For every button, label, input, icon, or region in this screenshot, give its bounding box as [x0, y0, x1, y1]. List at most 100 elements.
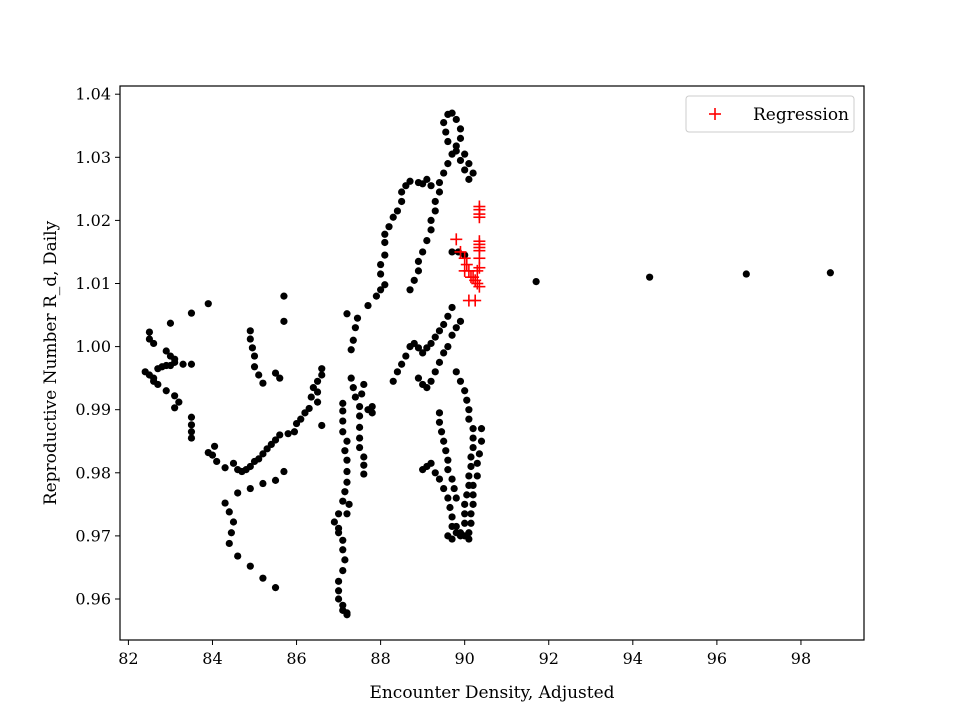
regression-point — [460, 258, 473, 271]
data-point — [353, 314, 362, 322]
points-layer — [141, 109, 834, 619]
x-axis-label: Encounter Density, Adjusted — [369, 683, 614, 703]
data-point — [389, 213, 397, 221]
data-point — [318, 371, 326, 379]
data-point — [423, 175, 431, 183]
data-point — [187, 421, 196, 429]
data-point — [334, 529, 343, 537]
data-point — [414, 344, 423, 352]
data-point — [355, 434, 364, 442]
data-point — [452, 494, 460, 502]
y-tick-label: 0.98 — [75, 463, 111, 482]
data-point — [465, 160, 473, 168]
data-point — [339, 546, 347, 554]
data-point — [339, 497, 347, 505]
data-point — [162, 387, 170, 395]
data-point — [467, 462, 475, 471]
data-point — [435, 418, 444, 426]
data-point — [414, 267, 423, 275]
data-point — [444, 466, 452, 474]
data-point — [414, 257, 423, 266]
data-point — [345, 500, 353, 508]
data-point — [452, 115, 460, 124]
data-point — [437, 428, 446, 436]
data-point — [175, 398, 183, 406]
data-point — [284, 430, 292, 438]
data-point — [463, 396, 471, 404]
data-point — [213, 457, 221, 466]
data-point — [271, 436, 280, 444]
y-tick-label: 1.03 — [75, 148, 111, 167]
data-point — [355, 423, 364, 431]
data-point — [377, 270, 385, 278]
data-point — [246, 462, 254, 471]
data-point — [461, 150, 469, 158]
data-point — [339, 601, 347, 609]
data-point — [339, 407, 347, 415]
y-tick-label: 1.02 — [75, 211, 111, 230]
data-point — [398, 188, 406, 196]
data-point — [343, 478, 351, 486]
data-point — [162, 347, 170, 355]
data-point — [372, 292, 381, 300]
data-point — [461, 166, 469, 174]
data-point — [204, 300, 212, 308]
ticks-layer: 82 84 86 88 90 92 94 96 98 0.96 0.97 0.98 0.99 1.00 1.… — [75, 85, 811, 668]
data-point — [456, 125, 465, 133]
data-point — [456, 377, 465, 385]
data-point — [410, 276, 418, 284]
regression-point — [471, 277, 484, 290]
data-point — [469, 425, 477, 433]
data-point — [440, 169, 448, 177]
data-point — [465, 535, 473, 543]
data-point — [414, 374, 423, 382]
data-point — [368, 409, 376, 417]
data-point — [343, 611, 351, 619]
data-point — [255, 455, 263, 463]
data-point — [339, 399, 347, 407]
data-point — [448, 522, 456, 531]
data-point — [250, 352, 259, 360]
data-point — [259, 479, 267, 488]
data-point — [742, 270, 750, 278]
data-point — [435, 327, 444, 335]
data-point — [419, 349, 427, 357]
regression-point — [467, 271, 480, 284]
data-point — [440, 320, 448, 329]
legend-plus-icon — [709, 108, 721, 120]
data-point — [221, 464, 229, 472]
data-point — [229, 459, 238, 467]
data-point — [229, 518, 238, 526]
regression-point — [471, 264, 484, 277]
x-tick-label: 92 — [539, 649, 559, 668]
data-point — [343, 437, 351, 445]
data-point — [465, 406, 473, 414]
data-point — [339, 566, 347, 575]
data-point — [347, 346, 355, 354]
data-point — [255, 371, 263, 379]
data-point — [469, 443, 477, 452]
x-tick-label: 82 — [118, 649, 138, 668]
data-point — [456, 134, 465, 142]
data-point — [456, 156, 465, 165]
data-point — [461, 510, 469, 518]
data-point — [469, 491, 477, 499]
data-point — [473, 459, 481, 467]
data-point — [271, 369, 280, 377]
data-point — [166, 319, 175, 327]
data-point — [280, 292, 288, 300]
data-point — [398, 360, 406, 368]
data-point — [435, 358, 444, 366]
data-point — [448, 535, 456, 543]
data-point — [187, 434, 196, 442]
data-point — [343, 467, 351, 476]
data-point — [465, 472, 473, 480]
data-point — [318, 421, 326, 430]
y-tick-label: 0.96 — [75, 589, 111, 608]
data-point — [234, 552, 242, 560]
data-point — [349, 336, 357, 344]
data-point — [187, 309, 196, 317]
x-tick-label: 94 — [623, 649, 643, 668]
data-point — [389, 377, 397, 385]
data-point — [154, 380, 162, 389]
